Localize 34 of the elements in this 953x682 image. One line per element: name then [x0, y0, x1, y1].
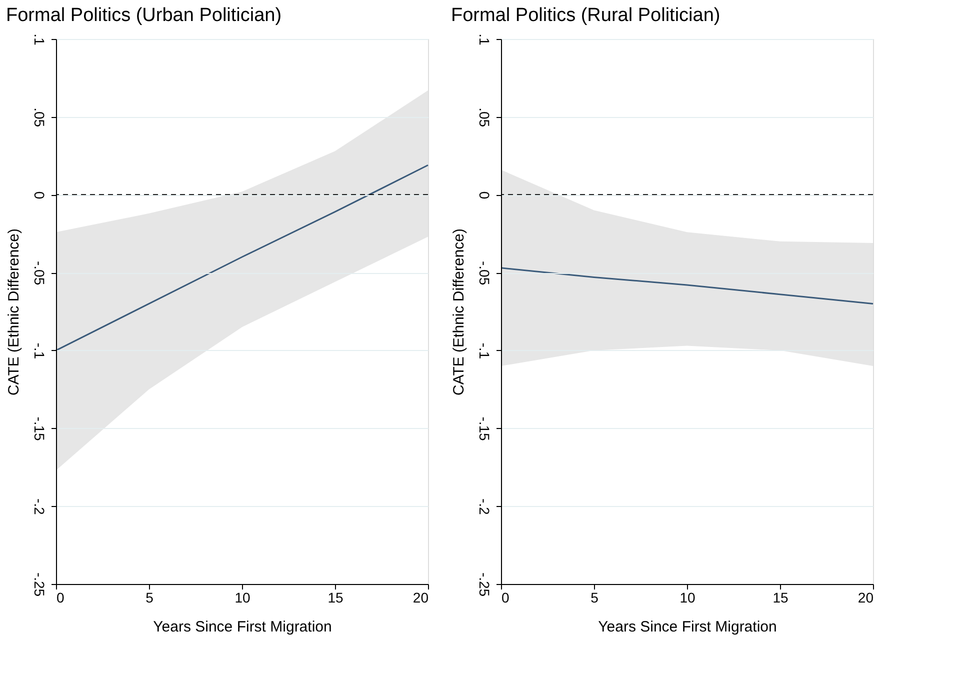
y-tick-label: -.2	[476, 498, 492, 516]
y-tick-label: 0	[32, 191, 48, 200]
x-tick-label: 20	[858, 590, 874, 606]
chart-title: Formal Politics (Urban Politician)	[6, 5, 282, 26]
y-tick-label: 0	[476, 191, 492, 200]
y-tick-label: -.05	[476, 261, 492, 286]
x-tick-label: 15	[328, 590, 344, 606]
x-tick-label: 15	[772, 590, 788, 606]
x-tick-label: 10	[234, 590, 250, 606]
y-tick-label: -.15	[32, 416, 48, 442]
x-tick-label: 5	[590, 590, 599, 606]
y-axis-title: CATE (Ethnic Difference)	[6, 228, 22, 396]
y-tick-label: -.1	[476, 342, 492, 360]
x-tick-label: 5	[146, 590, 154, 606]
x-axis-title: Years Since First Migration	[598, 618, 777, 636]
y-tick-label: .1	[32, 34, 48, 46]
y-tick-label: .1	[476, 34, 492, 46]
y-axis-title: CATE (Ethnic Difference)	[450, 228, 468, 396]
y-tick-label: -.1	[32, 342, 48, 360]
x-axis-title: Years Since First Migration	[153, 618, 332, 636]
y-tick-label: .05	[32, 108, 48, 128]
y-tick-label: -.15	[476, 416, 492, 442]
line-series	[55, 164, 429, 352]
x-tick-label: 10	[680, 590, 696, 606]
y-tick-label: -.25	[32, 572, 48, 597]
line-series	[500, 267, 874, 304]
x-tick-label: 20	[412, 590, 429, 606]
y-tick-label: -.2	[32, 498, 48, 516]
y-tick-label: -.25	[476, 572, 492, 597]
y-tick-label: -.05	[32, 261, 48, 286]
x-tick-label: 0	[502, 590, 510, 606]
chart-title: Formal Politics (Rural Politician)	[451, 5, 720, 26]
y-tick-label: .05	[476, 108, 492, 128]
x-tick-label: 0	[56, 590, 64, 606]
